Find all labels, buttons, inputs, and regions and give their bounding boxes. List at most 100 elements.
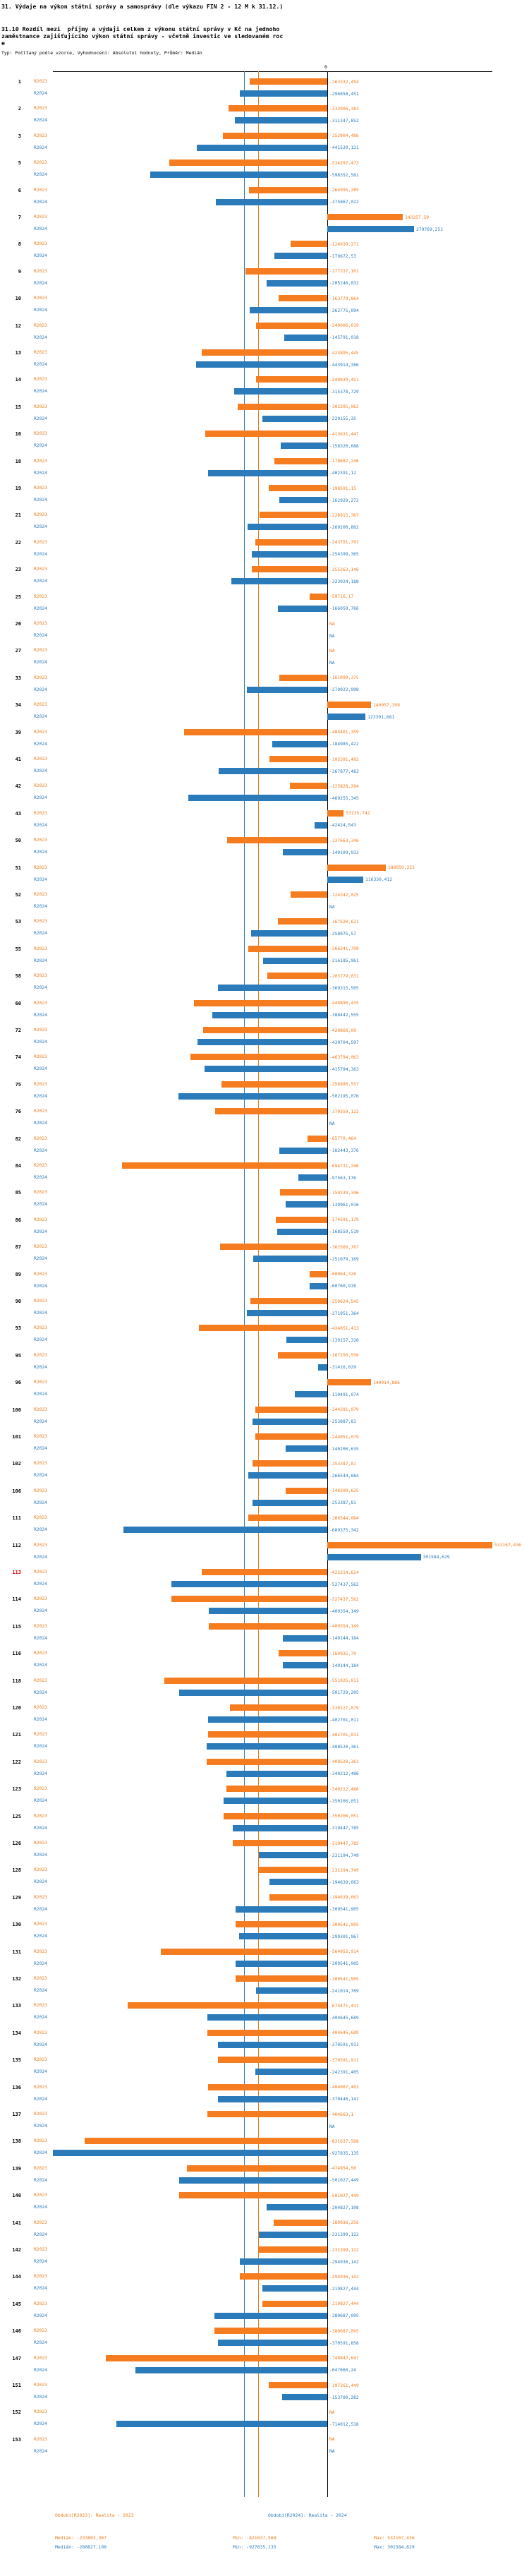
bar-2024 bbox=[204, 1066, 327, 1073]
series-label-2024: R2024 bbox=[34, 1256, 47, 1262]
row-number: 144 bbox=[12, 2274, 21, 2280]
bar-2023 bbox=[274, 2219, 327, 2226]
series-label-2023: R2023 bbox=[34, 350, 47, 355]
row-number: 82 bbox=[15, 1136, 21, 1142]
bar-2023 bbox=[269, 1894, 327, 1901]
bar-row-group: 114 R2023 -527437,562 R2024 -400354,149 bbox=[0, 1596, 529, 1623]
bar-row-group: 137 R2023 -404663,1 R2024 NA bbox=[0, 2111, 529, 2138]
row-number: 27 bbox=[15, 648, 21, 654]
series-label-2024: R2024 bbox=[34, 1473, 47, 1479]
row-number: 19 bbox=[15, 486, 21, 491]
series-label-2023: R2023 bbox=[34, 973, 47, 979]
row-number: 113 bbox=[12, 1570, 21, 1575]
legend-entry-2023: Období[R2023]: Realita - 2023 bbox=[55, 2512, 134, 2518]
series-label-2023: R2023 bbox=[34, 1949, 47, 1954]
series-label-2024: R2024 bbox=[34, 633, 47, 638]
series-label-2024: R2024 bbox=[34, 1906, 47, 1912]
row-number: 142 bbox=[12, 2247, 21, 2253]
bar-2023 bbox=[249, 78, 327, 85]
series-label-2024: R2024 bbox=[34, 2421, 47, 2427]
bar-2023 bbox=[278, 1650, 327, 1657]
row-number: 7 bbox=[18, 215, 21, 220]
bar-value-label: -220155,35 bbox=[329, 416, 356, 422]
bar-row-group: 39 R2023 -484401,359 R2024 -184985,422 bbox=[0, 728, 529, 756]
series-label-2023: R2023 bbox=[34, 1380, 47, 1385]
bar-value-label: -420866,09 bbox=[329, 1028, 356, 1033]
bar-2024 bbox=[216, 198, 327, 205]
series-label-2023: R2023 bbox=[34, 2057, 47, 2063]
bar-row-group: 112 R2023 532167,436 R2024 301584,629 bbox=[0, 1541, 529, 1569]
series-label-2023: R2023 bbox=[34, 1488, 47, 1493]
row-number: 93 bbox=[15, 1325, 21, 1332]
series-label-2024: R2024 bbox=[34, 1283, 47, 1289]
bar-value-label: -266544,884 bbox=[329, 1473, 359, 1479]
bar-2024 bbox=[317, 1364, 327, 1371]
series-label-2023: R2023 bbox=[34, 2084, 47, 2090]
bar-row-group: 151 R2023 -197261,449 R2024 -153700,282 bbox=[0, 2382, 529, 2409]
bar-2024 bbox=[207, 2014, 327, 2021]
series-label-2024: R2024 bbox=[34, 118, 47, 124]
row-number: 114 bbox=[12, 1596, 21, 1603]
row-number: 85 bbox=[15, 1190, 21, 1196]
chart-title-line4: e bbox=[1, 40, 5, 47]
series-label-2024: R2024 bbox=[34, 1229, 47, 1234]
bar-2024 bbox=[315, 821, 327, 829]
bar-row-group: 128 R2023 -231194,749 R2024 -194639,663 bbox=[0, 1867, 529, 1894]
bar-2023 bbox=[290, 783, 327, 790]
row-number: 128 bbox=[12, 1867, 21, 1874]
plot-area: 0 1 R2023 -263332,454 R2024 -296858,451 2 R202… bbox=[0, 59, 529, 2501]
bar-2024 bbox=[274, 253, 327, 260]
row-number: 34 bbox=[15, 702, 21, 709]
series-label-2023: R2023 bbox=[34, 892, 47, 897]
bar-value-label: -42424,543 bbox=[329, 823, 356, 829]
row-number: 33 bbox=[15, 675, 21, 681]
bar-2024 bbox=[280, 443, 327, 450]
bar-2024 bbox=[294, 1391, 327, 1398]
bar-value-label: -140200,635 bbox=[329, 1446, 359, 1452]
series-label-2023: R2023 bbox=[34, 1759, 47, 1764]
bar-2023 bbox=[84, 2138, 327, 2145]
bar-value-label: -501027,449 bbox=[329, 2193, 359, 2198]
bar-value-label: -484401,359 bbox=[329, 730, 359, 735]
bar-value-label: -180936,256 bbox=[329, 2220, 359, 2226]
bar-value-label: -271951,364 bbox=[329, 1311, 359, 1316]
bar-2024 bbox=[123, 1527, 327, 1534]
bar-2023 bbox=[208, 1731, 327, 1738]
bar-value-label: -441520,121 bbox=[329, 145, 359, 151]
bar-value-label: -251079,169 bbox=[329, 1256, 359, 1262]
bar-row-group: 96 R2023 140914,886 R2024 -110491,074 bbox=[0, 1379, 529, 1406]
series-label-2023: R2023 bbox=[34, 1054, 47, 1060]
bar-value-label: -749842,647 bbox=[329, 2356, 359, 2361]
bar-2024 bbox=[250, 930, 327, 937]
bar-value-label: -195391,492 bbox=[329, 757, 359, 762]
row-number: 3 bbox=[18, 133, 21, 139]
row-number: 84 bbox=[15, 1163, 21, 1169]
bar-value-label: -352004,486 bbox=[329, 133, 359, 139]
bar-value-label: -311347,852 bbox=[329, 118, 359, 124]
row-number: 152 bbox=[12, 2409, 21, 2416]
bar-row-group: 55 R2023 -266241,799 R2024 -216185,961 bbox=[0, 945, 529, 973]
bar-value-label: -380687,095 bbox=[329, 2328, 359, 2334]
bar-row-group: 19 R2023 -198591,15 R2024 -162929,272 bbox=[0, 485, 529, 512]
bar-value-label: -449890,435 bbox=[329, 1001, 359, 1006]
bar-value-label: -243791,791 bbox=[329, 540, 359, 546]
bar-value-label: -402391,12 bbox=[329, 471, 356, 476]
bar-value-label: -231194,749 bbox=[329, 1867, 359, 1873]
series-label-2024: R2024 bbox=[34, 1202, 47, 1208]
bar-2023 bbox=[226, 1786, 327, 1793]
series-label-2023: R2023 bbox=[34, 1407, 47, 1412]
series-label-2024: R2024 bbox=[34, 660, 47, 666]
series-label-2024: R2024 bbox=[34, 1012, 47, 1018]
series-label-2024: R2024 bbox=[34, 389, 47, 395]
bar-row-group: 95 R2023 -167250,556 R2024 -31416,629 bbox=[0, 1352, 529, 1379]
series-label-2024: R2024 bbox=[34, 1825, 47, 1831]
bar-value-label: -369315,505 bbox=[329, 985, 359, 991]
series-label-2023: R2023 bbox=[34, 1461, 47, 1467]
bar-2023 bbox=[280, 1189, 327, 1196]
bar-value-label: -370591,911 bbox=[329, 2057, 359, 2063]
row-number: 146 bbox=[12, 2328, 21, 2335]
bar-2024 bbox=[178, 2177, 327, 2184]
row-number: 14 bbox=[15, 377, 21, 383]
series-label-2023: R2023 bbox=[34, 810, 47, 816]
series-label-2024: R2024 bbox=[34, 227, 47, 231]
